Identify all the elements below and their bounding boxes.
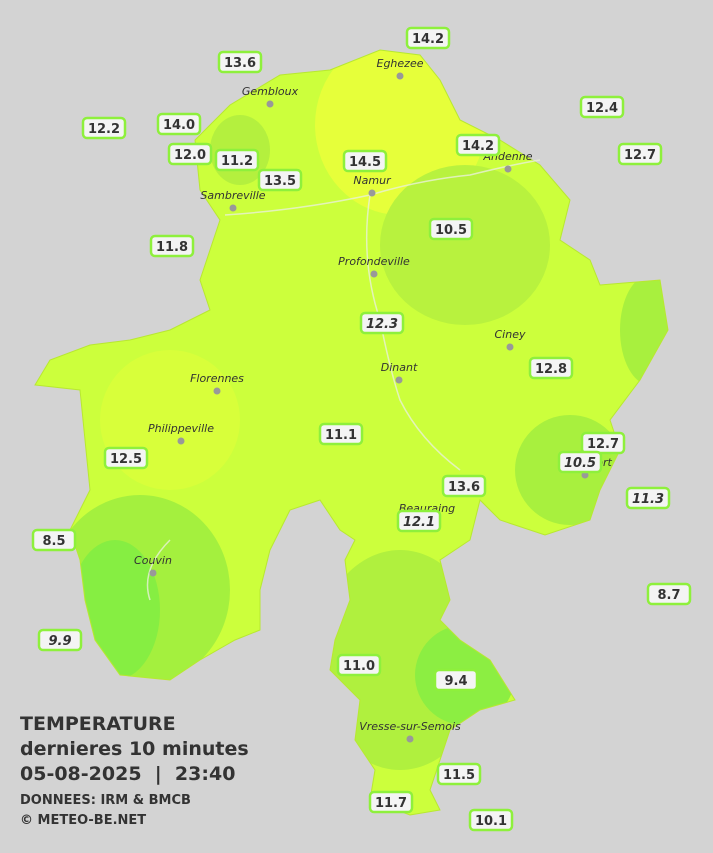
station-temperature: 12.7	[624, 148, 656, 163]
station-temperature: 12.1	[403, 515, 435, 530]
station-box	[37, 628, 83, 652]
station-temperature: 11.7	[375, 796, 407, 811]
city-dot	[395, 376, 403, 384]
station-box	[579, 95, 625, 119]
station-box	[103, 446, 149, 470]
station-temperature: 12.4	[586, 101, 618, 116]
city-dot	[149, 569, 157, 577]
station-temperature: 12.5	[110, 452, 142, 467]
station-temperature: 11.8	[156, 240, 188, 255]
station-temperature: 14.5	[349, 155, 381, 170]
legend-copyright: © METEO-BE.NET	[20, 813, 146, 828]
city-name: Florennes	[190, 372, 244, 385]
station-temperature: 9.9	[48, 634, 71, 649]
station-temperature: 10.5	[564, 456, 596, 471]
cities: EghezeeGemblouxAndenneNamurSambrevillePr…	[134, 57, 612, 743]
station-temperature: 10.5	[435, 223, 467, 238]
city-dot	[213, 387, 221, 395]
station-box	[396, 509, 442, 533]
station-temperature: 9.4	[444, 674, 467, 689]
city-name: Philippeville	[148, 422, 214, 435]
legend-datetime: 05-08-2025 | 23:40	[20, 763, 235, 785]
city-name: Profondeville	[338, 255, 410, 268]
city-dot	[506, 343, 514, 351]
station-box	[528, 356, 574, 380]
station-box	[441, 474, 487, 498]
city-name: Vresse-sur-Semois	[359, 720, 461, 733]
city-dot	[504, 165, 512, 173]
station-box	[646, 582, 692, 606]
station-temperature: 11.0	[343, 659, 375, 674]
station-box	[214, 148, 260, 172]
station-temperature: 11.3	[632, 492, 664, 507]
station-temperature: 13.6	[448, 480, 480, 495]
city-dot	[266, 100, 274, 108]
city-name: Dinant	[381, 361, 418, 374]
station-box	[156, 112, 202, 136]
station-box	[433, 668, 479, 692]
city-name: Namur	[353, 174, 392, 187]
station-box	[468, 808, 514, 832]
station-temperature: 14.0	[163, 118, 195, 133]
city-dot	[396, 72, 404, 80]
station-box	[318, 422, 364, 446]
station-box	[359, 311, 405, 335]
city-name: Ciney	[495, 328, 526, 341]
station-temperature: 12.2	[88, 122, 120, 137]
legend-subtitle: dernieres 10 minutes	[20, 738, 249, 760]
station-temperature: 13.6	[224, 56, 256, 71]
station-box	[617, 142, 663, 166]
city-dot	[368, 189, 376, 197]
station-box	[625, 486, 671, 510]
station-box	[217, 50, 263, 74]
stations: 14.2 13.6 12.4 12.2 14.0 12.0 11.2 14.5 14.2 12.7…	[31, 26, 692, 832]
station-box	[31, 528, 77, 552]
station-box	[167, 142, 213, 166]
station-temperature: 10.1	[475, 814, 507, 829]
city-dot	[370, 270, 378, 278]
station-temperature: 8.5	[42, 534, 65, 549]
station-temperature: 12.7	[587, 437, 619, 452]
station-temperature: 11.1	[325, 428, 357, 443]
station-temperature: 12.3	[366, 317, 398, 332]
station-box	[455, 133, 501, 157]
city-dot	[229, 204, 237, 212]
station-temperature: 11.5	[443, 768, 475, 783]
station-temperature: 13.5	[264, 174, 296, 189]
city-dot	[406, 735, 414, 743]
city-name: Eghezee	[377, 57, 424, 70]
station-temperature: 12.0	[174, 148, 206, 163]
city-name: Gembloux	[242, 85, 299, 98]
station-box	[405, 26, 451, 50]
station-box	[149, 234, 195, 258]
legend-source: DONNEES: IRM & BMCB	[20, 793, 191, 808]
station-box	[428, 217, 474, 241]
city-dot	[177, 437, 185, 445]
station-temperature: 14.2	[462, 139, 494, 154]
station-box	[81, 116, 127, 140]
station-box	[336, 653, 382, 677]
station-box	[342, 149, 388, 173]
city-name: Couvin	[134, 554, 172, 567]
station-box	[557, 450, 603, 474]
city-name: Sambreville	[200, 189, 265, 202]
river	[146, 159, 541, 601]
station-box	[436, 762, 482, 786]
station-temperature: 12.8	[535, 362, 567, 377]
station-box	[257, 168, 303, 192]
station-temperature: 11.2	[221, 154, 253, 169]
station-box	[580, 431, 626, 455]
legend-title: TEMPERATURE	[20, 713, 176, 735]
station-box	[368, 790, 414, 814]
station-temperature: 14.2	[412, 32, 444, 47]
station-temperature: 8.7	[657, 588, 680, 603]
